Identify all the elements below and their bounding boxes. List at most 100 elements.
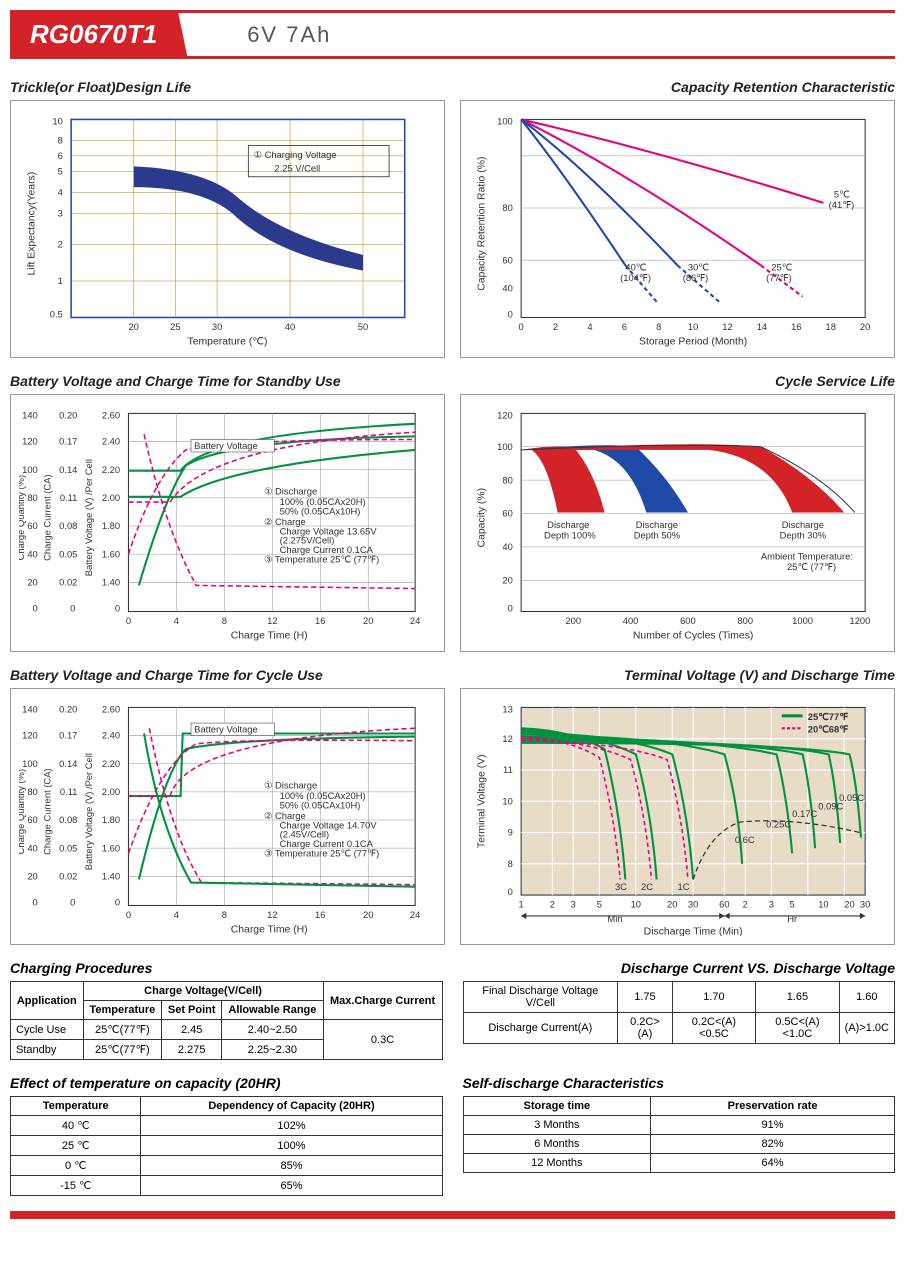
- svg-text:③ Temperature 25℃ (77℉): ③ Temperature 25℃ (77℉): [264, 848, 379, 858]
- svg-text:Discharge: Discharge: [547, 520, 589, 530]
- svg-text:0: 0: [70, 603, 75, 613]
- chart-svg: ① Charging Voltage 2.25 V/Cell 0.5 1 2 3…: [19, 109, 436, 349]
- svg-text:5: 5: [58, 167, 63, 177]
- svg-text:Depth 30%: Depth 30%: [780, 530, 826, 540]
- chart-title: Battery Voltage and Charge Time for Cycl…: [10, 667, 445, 683]
- svg-text:Depth 100%: Depth 100%: [544, 530, 596, 540]
- svg-text:2: 2: [550, 899, 555, 909]
- svg-text:2: 2: [743, 899, 748, 909]
- svg-text:4: 4: [174, 910, 179, 920]
- svg-text:60: 60: [27, 815, 37, 825]
- svg-text:Number of Cycles (Times): Number of Cycles (Times): [633, 630, 753, 641]
- svg-text:0: 0: [70, 897, 75, 907]
- svg-text:0.11: 0.11: [60, 493, 78, 503]
- svg-text:0.14: 0.14: [59, 758, 77, 768]
- svg-text:1C: 1C: [678, 881, 690, 891]
- svg-text:Battery Voltage (V) /Per Cell: Battery Voltage (V) /Per Cell: [84, 459, 94, 576]
- svg-text:8: 8: [222, 910, 227, 920]
- svg-text:40℃: 40℃: [625, 263, 646, 273]
- svg-text:12: 12: [267, 910, 277, 920]
- svg-text:2.60: 2.60: [102, 410, 120, 420]
- chart-discharge-time: Terminal Voltage (V) and Discharge Time: [460, 667, 895, 946]
- svg-text:Capacity (%): Capacity (%): [477, 488, 488, 548]
- svg-text:2.00: 2.00: [102, 493, 120, 503]
- svg-text:120: 120: [22, 730, 38, 740]
- svg-text:0.08: 0.08: [59, 521, 77, 531]
- svg-text:120: 120: [497, 410, 513, 420]
- svg-text:0.02: 0.02: [59, 871, 77, 881]
- svg-text:20: 20: [27, 577, 37, 587]
- svg-text:0.20: 0.20: [59, 410, 77, 420]
- svg-text:Lift Expectancy(Years): Lift Expectancy(Years): [27, 172, 38, 276]
- svg-text:3: 3: [571, 899, 576, 909]
- svg-text:2: 2: [58, 240, 63, 250]
- svg-text:Terminal Voltage (V): Terminal Voltage (V): [477, 754, 488, 848]
- svg-text:50% (0.05CAx10H): 50% (0.05CAx10H): [280, 800, 361, 810]
- svg-text:1: 1: [58, 276, 63, 286]
- svg-text:20℃68℉: 20℃68℉: [808, 724, 848, 734]
- svg-text:Storage Period (Month): Storage Period (Month): [639, 337, 747, 348]
- svg-text:5: 5: [597, 899, 602, 909]
- svg-text:5: 5: [790, 899, 795, 909]
- svg-text:0: 0: [33, 603, 38, 613]
- svg-text:100: 100: [22, 758, 38, 768]
- svg-text:Discharge: Discharge: [782, 520, 824, 530]
- svg-text:50: 50: [358, 322, 368, 332]
- svg-text:100: 100: [22, 465, 38, 475]
- svg-text:20: 20: [860, 322, 870, 332]
- svg-text:50% (0.05CAx10H): 50% (0.05CAx10H): [280, 506, 361, 516]
- svg-text:Ambient Temperature:: Ambient Temperature:: [761, 551, 853, 561]
- svg-text:80: 80: [502, 203, 512, 213]
- svg-text:2.20: 2.20: [102, 758, 120, 768]
- svg-text:Charge Time (H): Charge Time (H): [231, 924, 308, 935]
- svg-text:(77℉): (77℉): [766, 273, 792, 283]
- svg-text:40: 40: [27, 549, 37, 559]
- svg-text:0: 0: [508, 309, 513, 319]
- svg-text:60: 60: [502, 508, 512, 518]
- svg-text:4: 4: [587, 322, 592, 332]
- svg-text:20: 20: [363, 910, 373, 920]
- chart-title: Cycle Service Life: [460, 373, 895, 389]
- svg-text:40: 40: [502, 542, 512, 552]
- svg-text:Battery Voltage (V) /Per Cell: Battery Voltage (V) /Per Cell: [84, 753, 94, 870]
- svg-text:0: 0: [519, 322, 524, 332]
- svg-text:0.02: 0.02: [59, 577, 77, 587]
- svg-text:8: 8: [508, 858, 513, 868]
- svg-text:0.05: 0.05: [59, 549, 77, 559]
- svg-text:800: 800: [737, 616, 753, 626]
- svg-text:2.40: 2.40: [102, 436, 120, 446]
- svg-text:14: 14: [757, 322, 767, 332]
- svg-text:Capacity Retention Ratio (%): Capacity Retention Ratio (%): [477, 157, 488, 291]
- chart-svg: Battery Voltage ① Discharge 100% (0.05CA…: [19, 697, 436, 937]
- svg-text:12: 12: [267, 616, 277, 626]
- chart-svg: Discharge Depth 100% Discharge Depth 50%…: [469, 403, 886, 643]
- svg-text:Charge Time (H): Charge Time (H): [231, 630, 308, 641]
- table-temp-capacity: Effect of temperature on capacity (20HR)…: [10, 1075, 443, 1196]
- svg-text:0.05C: 0.05C: [839, 793, 864, 803]
- svg-text:1.80: 1.80: [102, 521, 120, 531]
- svg-text:12: 12: [502, 733, 512, 743]
- chart-title: Terminal Voltage (V) and Discharge Time: [460, 667, 895, 683]
- svg-text:① Discharge: ① Discharge: [264, 487, 317, 497]
- svg-text:24: 24: [410, 910, 420, 920]
- svg-text:4: 4: [58, 188, 63, 198]
- svg-text:16: 16: [791, 322, 801, 332]
- svg-text:20: 20: [667, 899, 677, 909]
- svg-text:60: 60: [502, 255, 512, 265]
- svg-text:140: 140: [22, 704, 38, 714]
- svg-text:3: 3: [58, 208, 63, 218]
- chart-cycle-charge: Battery Voltage and Charge Time for Cycl…: [10, 667, 445, 946]
- svg-text:6: 6: [58, 151, 63, 161]
- chart-svg: 5℃ (41℉) 25℃ (77℉) 30℃ (86℉) 40℃ (104℉) …: [469, 109, 886, 349]
- svg-text:8: 8: [58, 135, 63, 145]
- svg-text:25: 25: [170, 322, 180, 332]
- svg-text:0.17: 0.17: [59, 436, 77, 446]
- svg-text:9: 9: [508, 827, 513, 837]
- svg-text:0: 0: [508, 887, 513, 897]
- svg-text:0: 0: [33, 897, 38, 907]
- chart-trickle-life: Trickle(or Float)Design Life: [10, 79, 445, 358]
- svg-text:20: 20: [502, 575, 512, 585]
- svg-text:① Discharge: ① Discharge: [264, 780, 317, 790]
- svg-text:0.05: 0.05: [59, 843, 77, 853]
- svg-text:1.80: 1.80: [102, 815, 120, 825]
